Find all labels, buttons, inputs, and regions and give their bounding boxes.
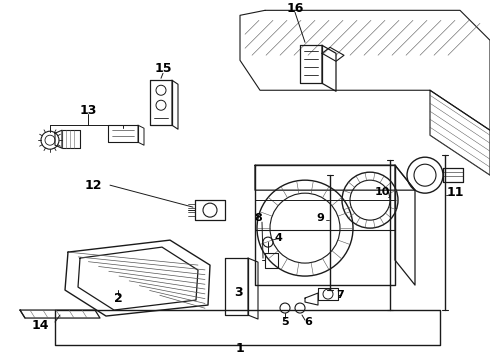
Text: 13: 13 — [79, 104, 97, 117]
Text: 6: 6 — [304, 317, 312, 327]
Text: 3: 3 — [234, 285, 243, 298]
Text: 14: 14 — [31, 319, 49, 332]
Text: 8: 8 — [254, 213, 262, 223]
Text: 4: 4 — [274, 233, 282, 243]
Text: 5: 5 — [281, 317, 289, 327]
Text: 7: 7 — [336, 290, 344, 300]
Text: 10: 10 — [374, 187, 390, 197]
Text: 11: 11 — [446, 186, 464, 199]
Text: 12: 12 — [84, 179, 102, 192]
Text: 1: 1 — [236, 342, 245, 355]
Text: 15: 15 — [154, 62, 172, 75]
Text: 2: 2 — [114, 292, 122, 305]
Text: 9: 9 — [316, 213, 324, 223]
Text: 16: 16 — [286, 2, 304, 15]
